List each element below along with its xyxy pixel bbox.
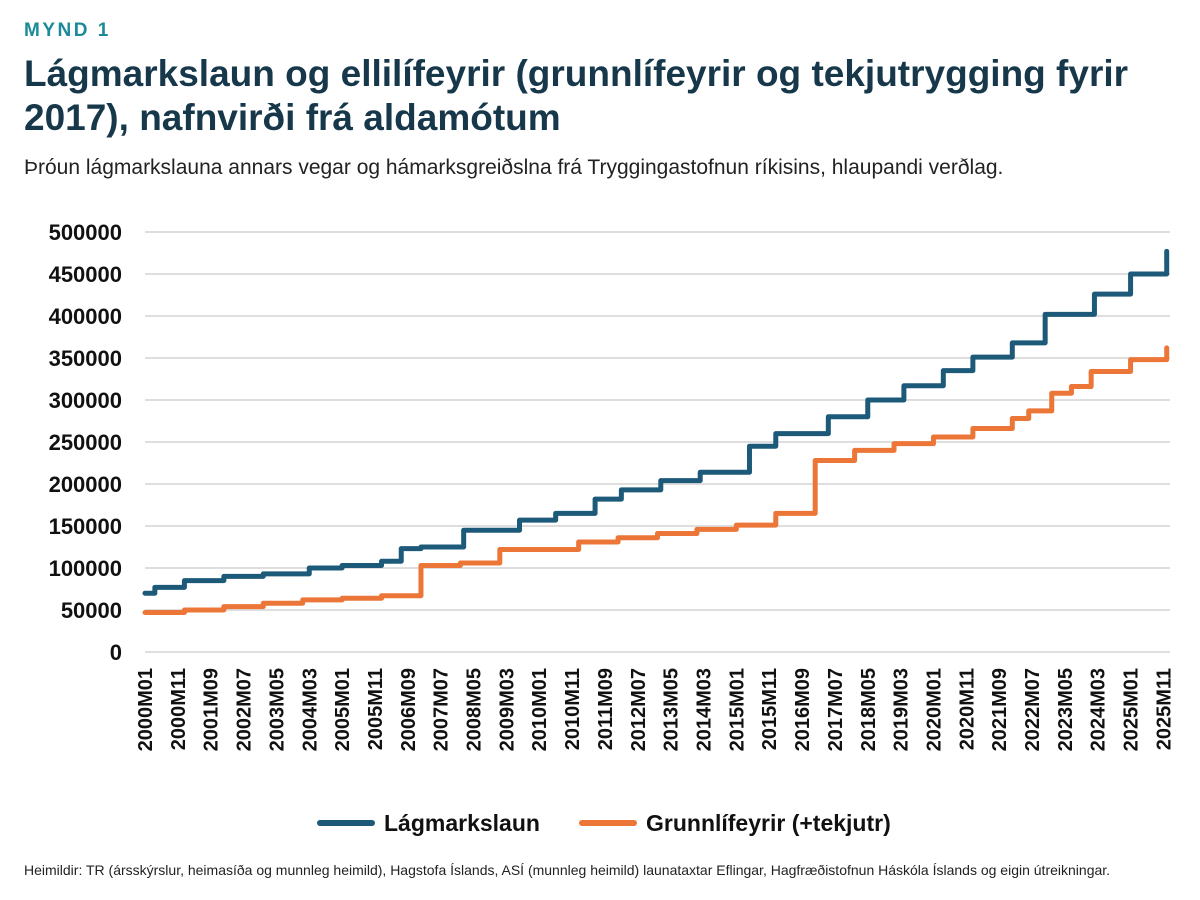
x-tick-label: 2018M05: [858, 668, 880, 751]
series-lines: [142, 248, 1170, 616]
y-tick-label: 300000: [49, 388, 122, 413]
figure-number: MYND 1: [24, 20, 111, 41]
legend-label-1: Lágmarkslaun: [384, 810, 540, 836]
x-tick-label: 2010M11: [562, 668, 584, 750]
x-tick-label: 2024M03: [1088, 668, 1110, 751]
x-tick-label: 2008M05: [464, 668, 486, 751]
y-tick-label: 500000: [49, 220, 122, 245]
x-tick-label: 2010M01: [529, 668, 551, 751]
y-tick-label: 0: [110, 640, 122, 665]
x-tick-label: 2016M09: [792, 668, 814, 751]
y-tick-label: 150000: [49, 514, 122, 539]
x-tick-label: 2009M03: [496, 668, 518, 751]
chart-subtitle: Þróun lágmarkslauna annars vegar og háma…: [24, 156, 1004, 179]
x-tick-label: 2019M03: [891, 668, 913, 751]
x-tick-label: 2017M07: [825, 668, 847, 751]
x-tick-label: 2025M11: [1153, 668, 1175, 750]
x-tick-label: 2001M09: [201, 668, 223, 751]
x-tick-label: 2011M09: [595, 668, 617, 750]
x-tick-label: 2012M07: [628, 668, 650, 751]
legend: Lágmarkslaun Grunnlífeyrir (+tekjutr): [317, 810, 891, 836]
x-tick-label: 2000M01: [135, 668, 157, 751]
y-axis-ticks: 5000004500004000003500003000002500002000…: [49, 220, 122, 665]
x-tick-label: 2006M09: [398, 668, 420, 751]
y-tick-label: 350000: [49, 346, 122, 371]
y-tick-label: 50000: [61, 598, 122, 623]
x-tick-label: 2004M03: [299, 668, 321, 751]
x-tick-label: 2013M05: [661, 668, 683, 751]
x-tick-label: 2003M05: [266, 668, 288, 751]
x-tick-label: 2025M01: [1121, 668, 1143, 751]
y-tick-label: 250000: [49, 430, 122, 455]
source-note: Heimildir: TR (ársskýrslur, heimasíða og…: [24, 862, 1111, 878]
series-line-2: [142, 345, 1170, 616]
x-tick-label: 2015M01: [726, 668, 748, 751]
y-tick-label: 100000: [49, 556, 122, 581]
x-tick-label: 2023M05: [1055, 668, 1077, 751]
x-tick-label: 2005M01: [332, 668, 354, 751]
gridlines: [145, 231, 1170, 653]
x-axis-ticks: 2000M01 2000M11 2001M09 2002M07 2003M05 2004M…: [135, 668, 1175, 751]
y-tick-label: 450000: [49, 262, 122, 287]
series-line-1: [142, 248, 1170, 596]
line-chart: 5000004500004000003500003000002500002000…: [49, 220, 1176, 836]
chart-title: Lágmarkslaun og ellilífeyrir (grunnlífey…: [24, 53, 1129, 138]
legend-label-2: Grunnlífeyrir (+tekjutr): [646, 810, 891, 836]
x-tick-label: 2000M11: [168, 668, 190, 750]
x-tick-label: 2015M11: [759, 668, 781, 750]
x-tick-label: 2020M11: [956, 668, 978, 750]
y-tick-label: 200000: [49, 472, 122, 497]
x-tick-label: 2022M07: [1022, 668, 1044, 751]
x-tick-label: 2007M07: [431, 668, 453, 751]
x-tick-label: 2021M09: [989, 668, 1011, 751]
y-tick-label: 400000: [49, 304, 122, 329]
x-tick-label: 2014M03: [693, 668, 715, 751]
x-tick-label: 2005M11: [365, 668, 387, 750]
x-tick-label: 2020M01: [923, 668, 945, 751]
x-tick-label: 2002M07: [234, 668, 256, 751]
